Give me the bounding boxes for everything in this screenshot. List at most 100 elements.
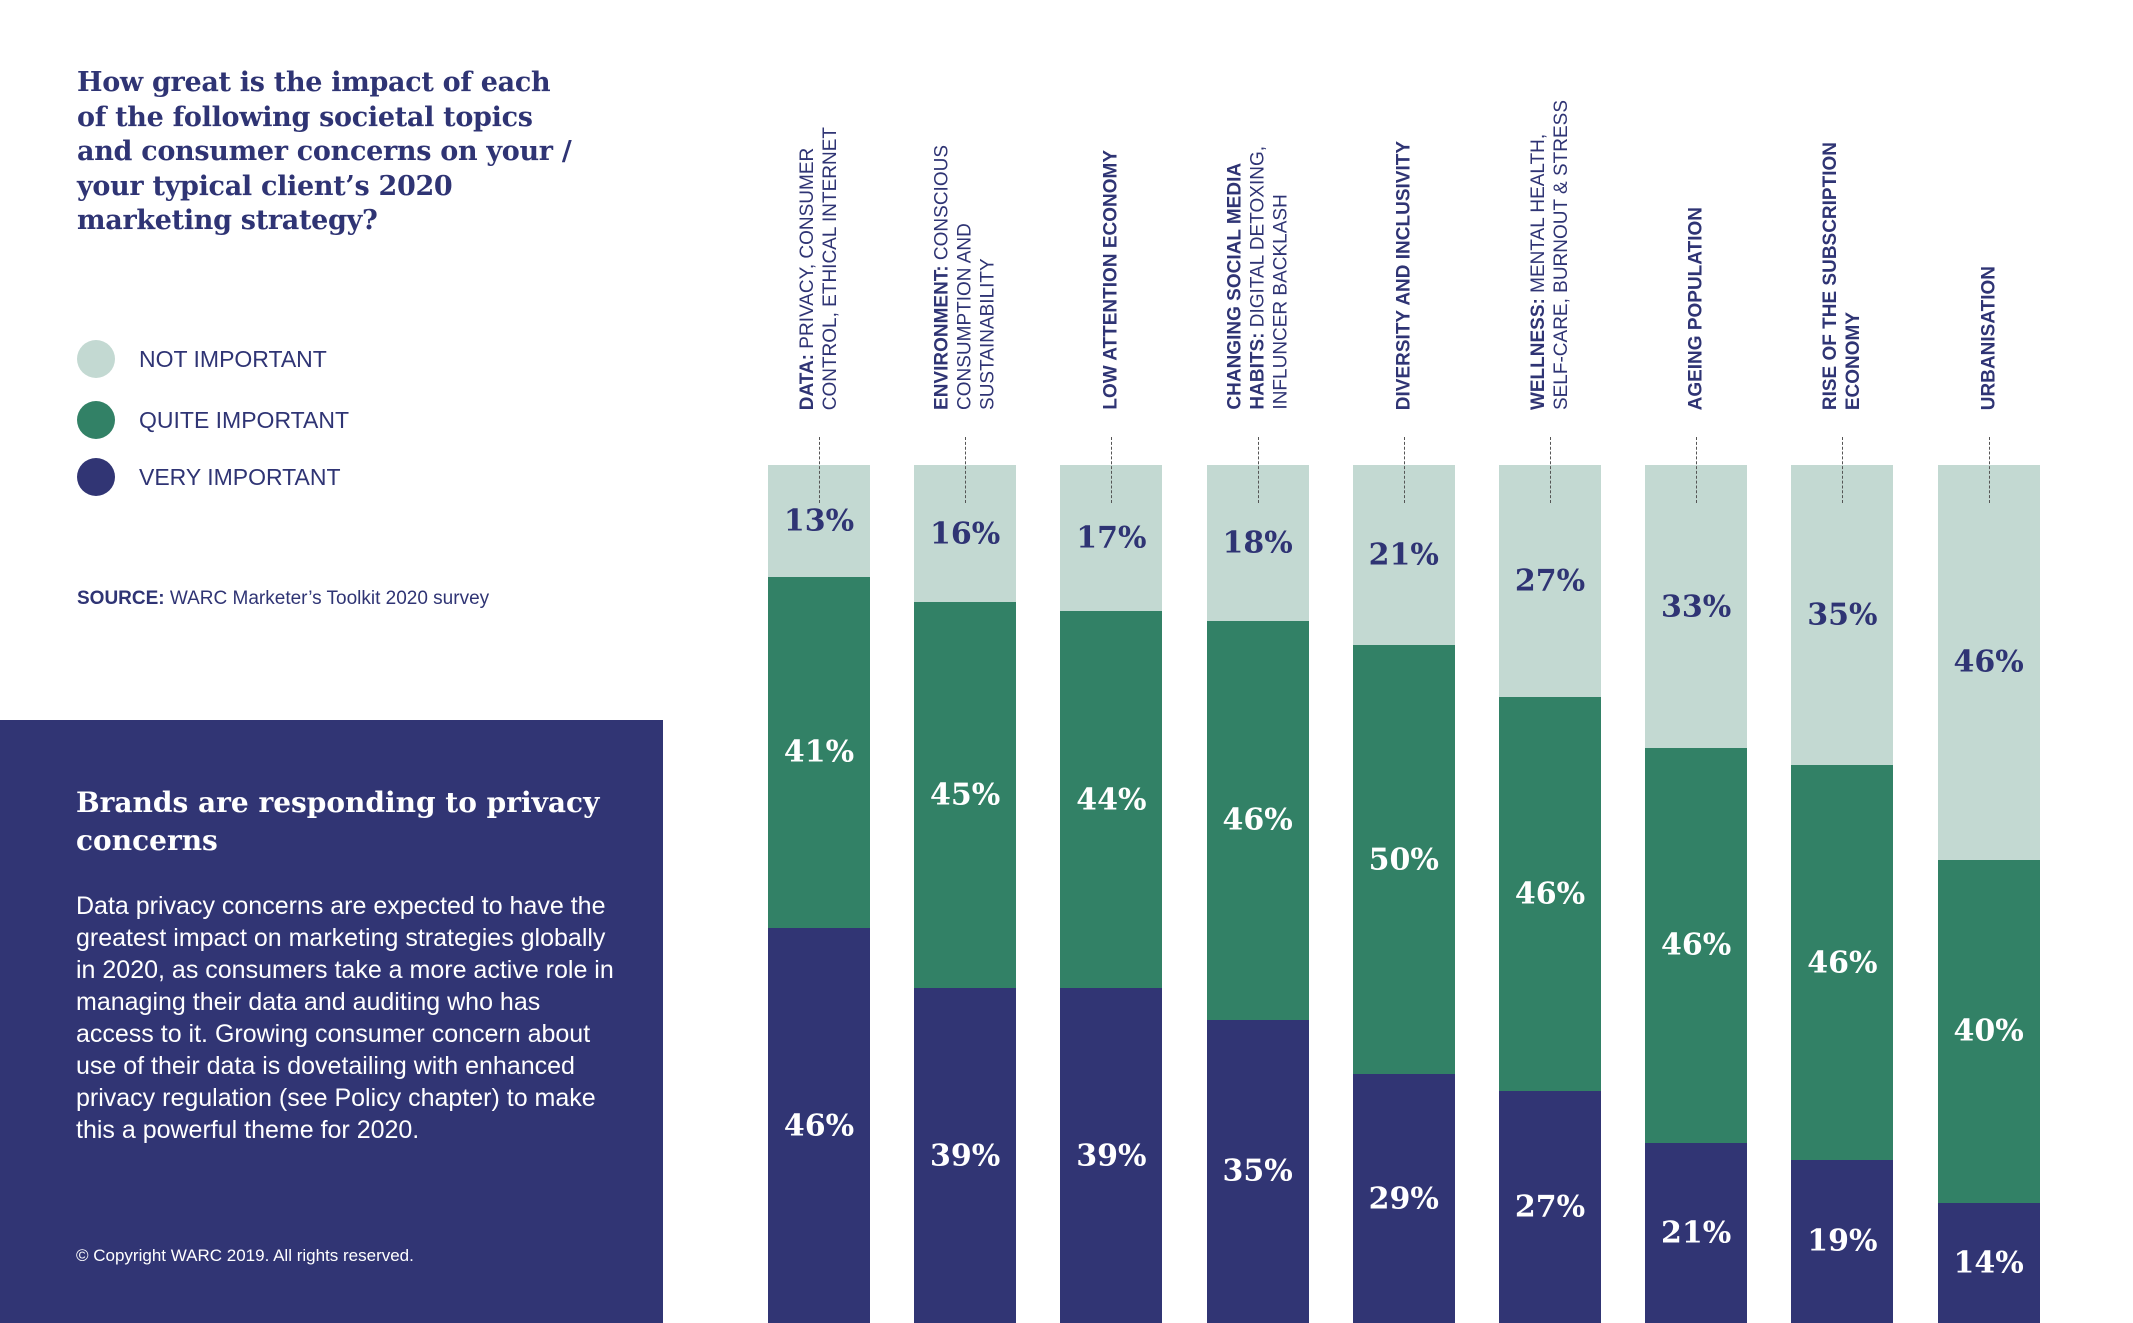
category-leader-line xyxy=(1988,437,1990,503)
bar-segment-very-important xyxy=(1645,1142,1748,1323)
legend-swatch-very-important xyxy=(77,458,115,496)
copyright-note: © Copyright WARC 2019. All rights reserv… xyxy=(76,1246,414,1265)
data-label: 35% xyxy=(1222,1153,1293,1189)
bar-segment-very-important xyxy=(914,988,1017,1323)
data-label: 27% xyxy=(1514,1189,1586,1225)
bar-segment-quite-important xyxy=(1791,765,1894,1161)
data-label: 21% xyxy=(1661,1215,1732,1251)
data-label: 46% xyxy=(783,1108,855,1144)
bar-segment-quite-important xyxy=(768,576,870,929)
data-label: 18% xyxy=(1222,525,1293,561)
legend-label: VERY IMPORTANT xyxy=(139,463,341,490)
category-label-detail: DIGITAL DETOXING, INFLUNCER BACKLASH xyxy=(1247,146,1292,410)
category-label-detail: PRIVACY, CONSUMER CONTROL, ETHICAL INTER… xyxy=(797,126,841,410)
bar-segment-not-important xyxy=(1791,465,1894,766)
bar-segment-quite-important xyxy=(1352,645,1455,1075)
source-text: WARC Marketer’s Toolkit 2020 survey xyxy=(164,588,490,609)
legend-swatch-quite-important xyxy=(77,401,115,439)
category-leader-line xyxy=(1696,437,1698,503)
legend-item-not-important: NOT IMPORTANT xyxy=(77,340,327,378)
data-label: 27% xyxy=(1514,563,1586,599)
bar-segment-very-important xyxy=(1060,988,1163,1323)
data-label: 33% xyxy=(1661,589,1732,625)
category-label-bold: URBANISATION xyxy=(1978,265,2000,410)
category-leader-line xyxy=(1257,437,1259,503)
data-label: 19% xyxy=(1807,1223,1878,1259)
bar-segment-very-important xyxy=(1499,1091,1601,1323)
data-label: 46% xyxy=(1222,802,1293,838)
category-label-bold: LOW ATTENTION ECONOMY xyxy=(1100,150,1122,410)
category-label: LOW ATTENTION ECONOMY xyxy=(1100,150,1123,410)
bar-segment-not-important xyxy=(914,465,1017,603)
bar-segment-quite-important xyxy=(1937,859,2040,1204)
category-label-bold: ENVIRONMENT: xyxy=(931,265,953,410)
data-label: 14% xyxy=(1953,1245,2024,1281)
category-label-bold: CHANGING SOCIAL MEDIA HABITS: xyxy=(1224,163,1269,410)
category-label: URBANISATION xyxy=(1977,266,2000,410)
bar-segment-quite-important xyxy=(1060,610,1163,989)
category-label-bold: DATA: xyxy=(797,353,818,410)
bar-segment-not-important xyxy=(1060,465,1163,612)
category-label-bold: RISE OF THE SUBSCRIPTION ECONOMY xyxy=(1820,141,1865,410)
bar-segment-not-important xyxy=(1499,465,1601,698)
data-label: 16% xyxy=(930,516,1001,552)
bar-segment-not-important xyxy=(1352,465,1455,646)
category-leader-line xyxy=(1550,437,1551,503)
data-label: 50% xyxy=(1368,842,1439,878)
source-note: SOURCE: WARC Marketer’s Toolkit 2020 sur… xyxy=(77,588,489,610)
bar-segment-very-important xyxy=(1206,1019,1309,1323)
category-label: DATA: PRIVACY, CONSUMER CONTROL, ETHICAL… xyxy=(796,127,842,410)
data-label: 46% xyxy=(1953,644,2024,680)
category-label-bold: DIVERSITY AND INCLUSIVITY xyxy=(1393,140,1415,410)
data-label: 46% xyxy=(1514,876,1586,912)
category-label-bold: AGEING POPULATION xyxy=(1685,206,1707,410)
bar-segment-quite-important xyxy=(1206,621,1309,1021)
category-leader-line xyxy=(819,437,820,503)
bar-segment-very-important xyxy=(768,928,870,1323)
category-leader-line xyxy=(965,437,967,503)
data-label: 17% xyxy=(1076,520,1147,556)
data-label: 39% xyxy=(1076,1138,1147,1174)
data-label: 46% xyxy=(1807,945,1878,981)
bar-segment-not-important xyxy=(768,465,870,578)
data-label: 35% xyxy=(1807,597,1878,633)
category-label-detail: CONSCIOUS CONSUMPTION AND SUSTAINABILITY xyxy=(931,145,999,410)
category-label: ENVIRONMENT: CONSCIOUS CONSUMPTION AND S… xyxy=(931,145,1000,410)
data-label: 29% xyxy=(1368,1181,1439,1217)
callout-body: Data privacy concerns are expected to ha… xyxy=(76,892,614,1144)
data-label: 45% xyxy=(930,777,1001,813)
category-label: RISE OF THE SUBSCRIPTION ECONOMY xyxy=(1819,142,1865,410)
data-label: 41% xyxy=(783,734,855,770)
bar-segment-not-important xyxy=(1206,465,1309,622)
category-label: WELLNESS: MENTAL HEALTH, SELF-CARE, BURN… xyxy=(1527,100,1573,410)
data-label: 21% xyxy=(1368,537,1439,573)
bar-segment-not-important xyxy=(1937,465,2040,861)
bar-segment-very-important xyxy=(1352,1074,1455,1323)
category-label-bold: WELLNESS: xyxy=(1528,298,1549,410)
legend-swatch-not-important xyxy=(77,340,115,378)
bar-segment-very-important xyxy=(1791,1159,1894,1323)
data-label: 39% xyxy=(930,1138,1001,1174)
category-leader-line xyxy=(1111,437,1113,503)
callout-heading: Brands are responding to privacy concern… xyxy=(76,786,600,857)
legend-label: NOT IMPORTANT xyxy=(139,345,327,372)
bar-segment-quite-important xyxy=(1499,696,1601,1092)
legend-item-quite-important: QUITE IMPORTANT xyxy=(77,401,349,439)
legend-item-very-important: VERY IMPORTANT xyxy=(77,458,341,496)
bar-segment-quite-important xyxy=(914,602,1017,989)
callout-box: Brands are responding to privacy concern… xyxy=(0,720,663,1323)
category-leader-line xyxy=(1842,437,1844,503)
category-label: DIVERSITY AND INCLUSIVITY xyxy=(1392,141,1415,410)
data-label: 40% xyxy=(1953,1013,2024,1049)
data-label: 44% xyxy=(1076,782,1147,818)
category-label: CHANGING SOCIAL MEDIA HABITS: DIGITAL DE… xyxy=(1223,146,1292,410)
category-label: AGEING POPULATION xyxy=(1685,207,1708,410)
bar-segment-not-important xyxy=(1645,465,1748,749)
legend-label: QUITE IMPORTANT xyxy=(139,406,349,433)
bar-segment-quite-important xyxy=(1645,748,1748,1144)
data-label: 13% xyxy=(783,503,855,539)
bar-segment-very-important xyxy=(1937,1202,2040,1323)
chart-question-title: How great is the impact of each of the f… xyxy=(77,67,572,236)
category-label-detail: MENTAL HEALTH, SELF-CARE, BURNOUT & STRE… xyxy=(1528,99,1572,410)
source-label: SOURCE: xyxy=(77,588,165,609)
